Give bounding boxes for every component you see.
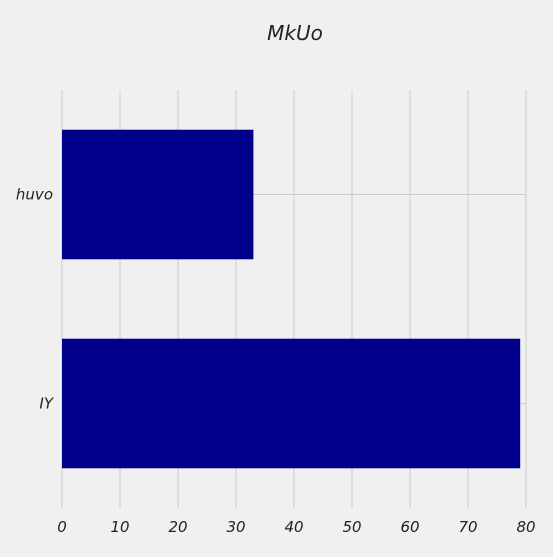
x-tick-label: 0 [57, 518, 67, 536]
bar-IY [62, 338, 521, 469]
x-tick-labels: 0 10 20 30 40 50 60 70 80 [57, 518, 535, 536]
x-tick-label: 80 [516, 518, 535, 536]
x-tick-label: 20 [168, 518, 187, 536]
x-tick-label: 10 [110, 518, 129, 536]
y-tick-label: huvo [16, 186, 53, 204]
x-tick-label: 70 [458, 518, 477, 536]
chart-title: MkUo [267, 21, 323, 45]
bar-layer [62, 129, 521, 469]
x-tick-label: 40 [284, 518, 303, 536]
x-tick-label: 50 [342, 518, 361, 536]
y-tick-labels: huvo IY [16, 186, 55, 413]
x-tick-label: 60 [400, 518, 419, 536]
x-tick-label: 30 [226, 518, 245, 536]
bar-huvo [62, 129, 254, 260]
y-tick-label: IY [39, 395, 54, 413]
